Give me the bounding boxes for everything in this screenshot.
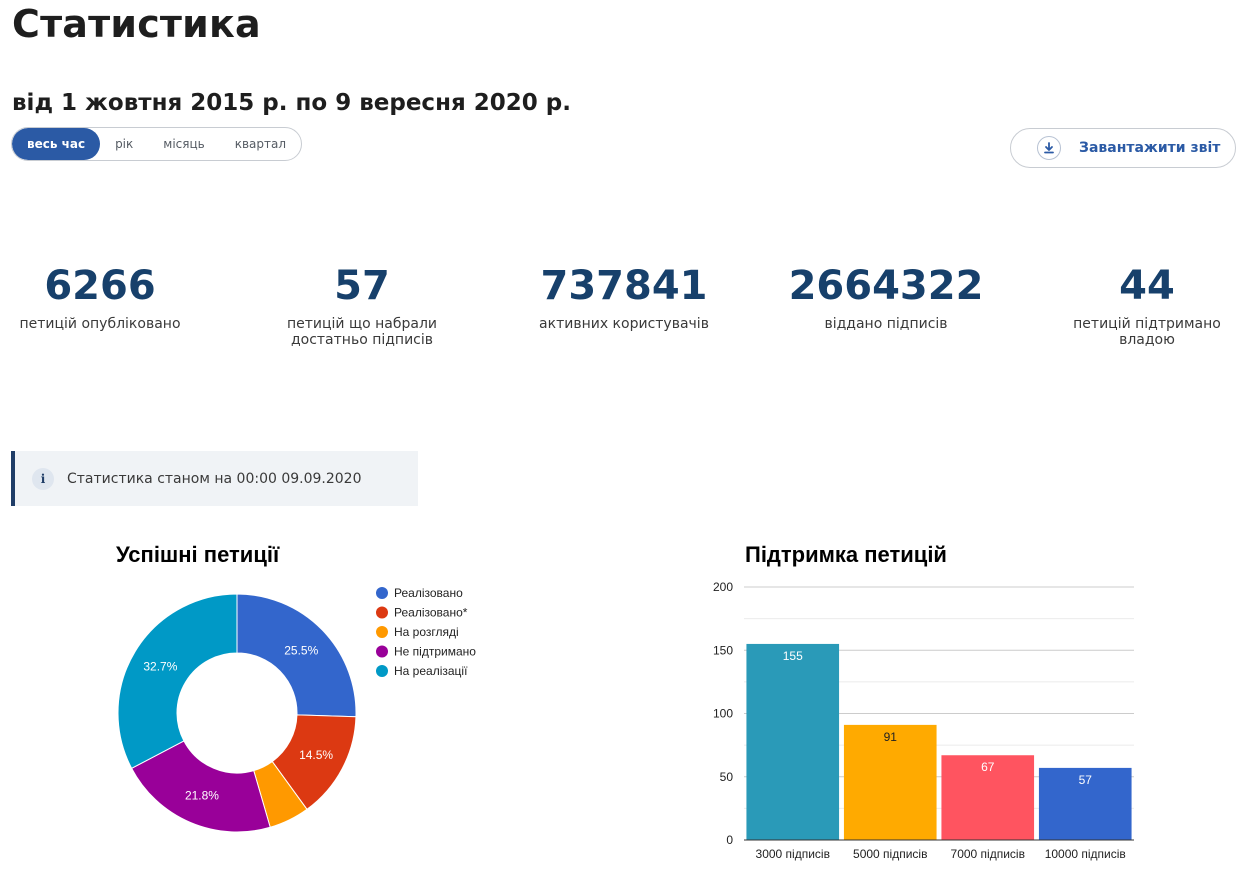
y-tick-label: 100 xyxy=(713,707,733,721)
period-range: від 1 жовтня 2015 р. по 9 вересня 2020 р… xyxy=(12,90,571,116)
stat-label: віддано підписів xyxy=(824,316,948,332)
download-report-button[interactable]: Завантажити звіт xyxy=(1010,128,1236,168)
bar-chart-title: Підтримка петицій xyxy=(745,542,947,567)
tab-quarter[interactable]: квартал xyxy=(234,137,287,151)
info-banner: i Статистика станом на 00:00 09.09.2020 xyxy=(11,451,418,506)
tab-all-time[interactable]: весь час xyxy=(12,128,101,160)
stat-label: активних користувачів xyxy=(539,316,709,332)
download-icon xyxy=(1037,136,1061,160)
stat-label: петицій що набрали достатньо підписів xyxy=(286,316,438,348)
legend-label: На реалізації xyxy=(394,664,468,678)
bar xyxy=(941,755,1035,840)
legend-marker xyxy=(376,587,388,599)
info-icon: i xyxy=(32,467,54,490)
stat-value: 2664322 xyxy=(788,263,984,309)
donut-slice xyxy=(117,593,238,770)
stat-label: петицій підтримано владою xyxy=(1073,316,1221,348)
legend-label: Реалізовано xyxy=(394,586,463,600)
donut-chart-title: Успішні петиції xyxy=(116,542,280,567)
stat-label: петицій опубліковано xyxy=(19,316,181,332)
stat-value: 737841 xyxy=(540,263,708,309)
slice-label: 25.5% xyxy=(284,644,318,658)
data-label: 155 xyxy=(783,649,803,663)
data-label: 57 xyxy=(1079,773,1093,787)
legend-marker xyxy=(376,665,388,677)
stat-active-users: 737841 активних користувачів xyxy=(504,262,744,332)
bar xyxy=(843,724,937,840)
stat-value: 6266 xyxy=(44,263,156,309)
tab-month[interactable]: місяць xyxy=(163,137,205,151)
slice-label: 21.8% xyxy=(185,788,219,802)
tab-year[interactable]: рік xyxy=(115,137,134,151)
period-tabs: весь час рік місяць квартал xyxy=(11,127,303,161)
legend-label: На розгляді xyxy=(394,625,459,639)
bar-chart: 0 50 100 150 200 155 3000 підписів 91 5000 підпи… xyxy=(713,580,1134,861)
slice-label: 32.7% xyxy=(143,660,177,674)
legend-marker xyxy=(376,645,388,658)
stat-published: 6266 петицій опубліковано xyxy=(0,262,220,332)
bar xyxy=(1038,767,1132,840)
bar xyxy=(746,643,840,840)
stat-supported: 44 петицій підтримано владою xyxy=(1027,262,1244,348)
y-tick-label: 0 xyxy=(726,833,733,847)
legend-marker xyxy=(376,626,388,638)
data-label: 91 xyxy=(884,730,898,744)
page-title: Статистика xyxy=(12,2,261,46)
download-report-label: Завантажити звіт xyxy=(1079,140,1221,156)
stat-value: 57 xyxy=(334,263,390,309)
slice-label: 14.5% xyxy=(299,748,333,762)
donut-chart: 25.5% 14.5% 21.8% 32.7% Реалізовано Реалізова… xyxy=(117,586,476,833)
x-tick-label: 10000 підписів xyxy=(1045,847,1126,861)
x-tick-label: 5000 підписів xyxy=(853,847,927,861)
legend-label: Не підтримано xyxy=(394,645,476,659)
donut-slice xyxy=(130,740,271,833)
x-tick-label: 7000 підписів xyxy=(951,847,1025,861)
legend-marker xyxy=(376,606,388,619)
data-label: 67 xyxy=(981,760,995,774)
stat-value: 44 xyxy=(1119,263,1175,309)
y-tick-label: 200 xyxy=(713,580,733,594)
donut-slice xyxy=(236,593,357,718)
legend-label: Реалізовано* xyxy=(394,606,468,620)
y-tick-label: 50 xyxy=(720,770,734,784)
info-text: Статистика станом на 00:00 09.09.2020 xyxy=(67,470,362,487)
stat-enough-signatures: 57 петицій що набрали достатньо підписів xyxy=(242,262,482,348)
x-tick-label: 3000 підписів xyxy=(756,847,830,861)
stat-signatures: 2664322 віддано підписів xyxy=(766,262,1006,332)
y-tick-label: 150 xyxy=(713,643,733,657)
